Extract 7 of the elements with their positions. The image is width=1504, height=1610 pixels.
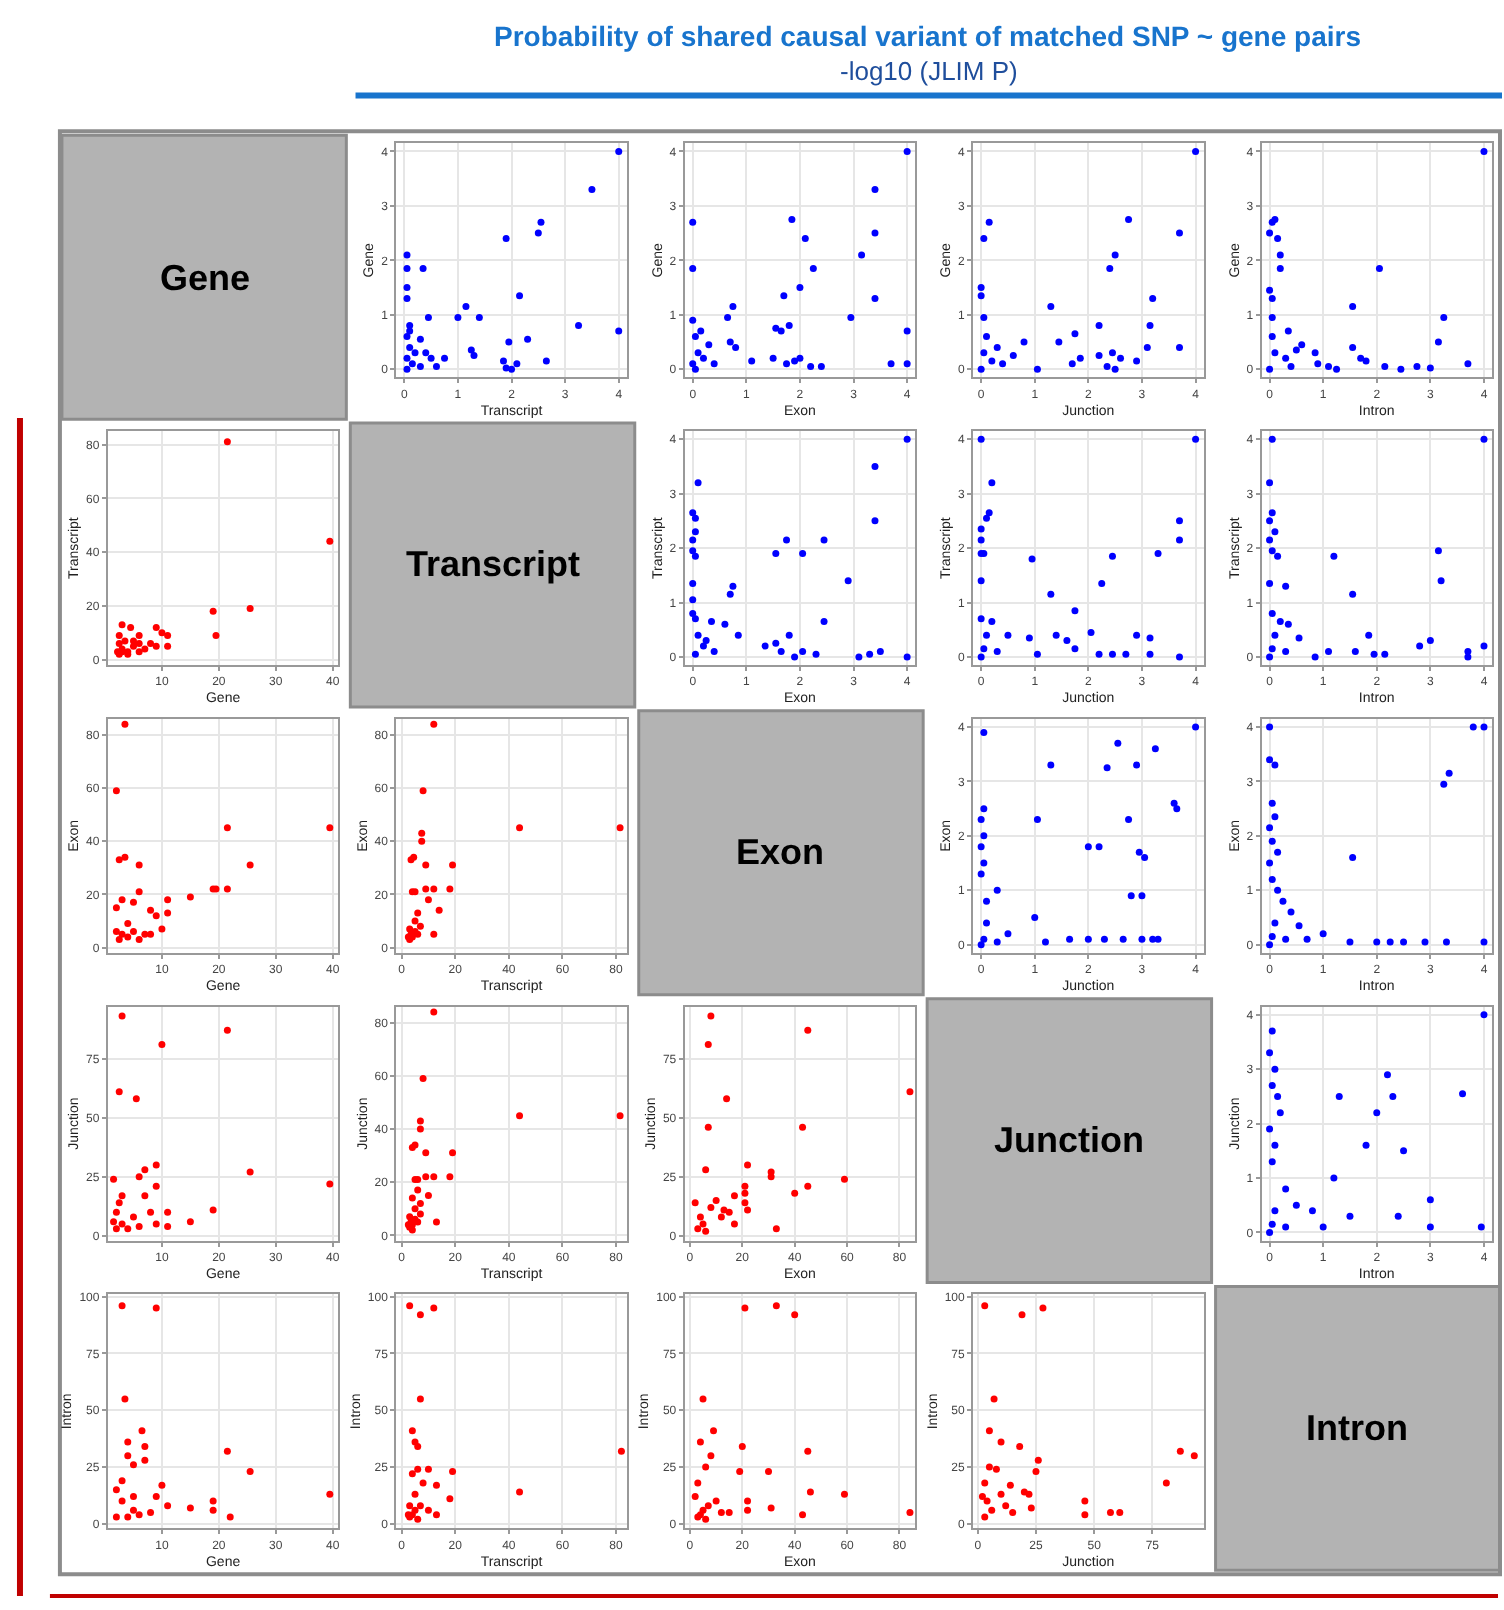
text: Intron [1306,1408,1408,1448]
text: Probability of shared causal variant of matched SNP ~ gene pairs [494,20,1362,52]
text: Exon [736,832,825,872]
text: -log10 (JLIM P) [840,56,1018,86]
text: Gene [160,258,251,298]
text: Junction [994,1120,1144,1160]
text: Transcript [406,544,581,584]
